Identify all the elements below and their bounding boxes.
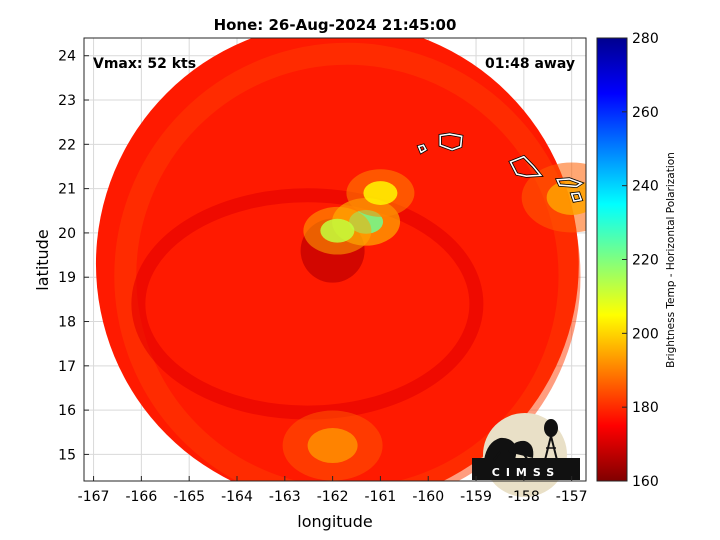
feature-core [320,218,355,243]
x-tick-label: -163 [269,489,301,505]
x-tick-label: -166 [125,489,157,505]
x-tick-label: -161 [365,489,397,505]
coastline-niihau [417,144,427,154]
x-tick-label: -167 [78,489,110,505]
coastline-lanai [570,192,583,202]
colorbar-ticks: 160 180 200 220 240 260 280 [622,31,659,490]
colorbar-tick-label: 160 [632,474,659,490]
y-axis-label: latitude [33,229,52,290]
y-tick-label: 20 [58,226,76,242]
colorbar-tick-label: 280 [632,31,659,47]
x-tick-label: -162 [317,489,349,505]
colorbar-label: Brightness Temp - Horizontal Polarizatio… [665,152,677,368]
y-tick-label: 17 [58,359,76,375]
x-tick-label: -159 [460,489,492,505]
feature-core [307,428,358,464]
y-tick-label: 23 [58,93,76,109]
cimss-logo-text: CIMSS [492,466,560,479]
colorbar-tick-label: 200 [632,326,659,342]
y-tick-label: 15 [58,447,76,463]
coastlines [416,132,585,203]
x-tick-label: -158 [508,489,540,505]
feature-core [546,179,586,215]
colorbar-tick-label: 240 [632,179,659,195]
colorbar-tick-label: 260 [632,105,659,121]
y-tick-label: 18 [58,315,76,331]
vmax-label: Vmax: 52 kts [93,56,196,72]
feature-core [363,181,398,205]
x-axis: -167 -166 -165 -164 -163 -162 -161 -160 -159 -158… [78,476,588,505]
chart-title: Hone: 26-Aug-2024 21:45:00 [214,16,457,34]
y-tick-label: 16 [58,403,76,419]
coastline-kauai [439,133,463,151]
x-tick-label: -160 [412,489,444,505]
plot-frame [83,37,587,482]
x-tick-label: -164 [221,489,253,505]
spiral-band [131,188,484,420]
outer-band [114,42,581,481]
time-away-label: 01:48 away [485,56,575,72]
y-tick-label: 24 [58,49,76,65]
x-tick-label: -165 [173,489,205,505]
coastline-molokai [556,178,583,188]
y-tick-label: 22 [58,137,76,153]
y-axis: 15 16 17 18 19 20 21 22 23 24 [58,49,89,463]
coastline-oahu [509,155,543,178]
x-axis-label: longitude [297,512,372,531]
y-tick-label: 19 [58,270,76,286]
y-tick-label: 21 [58,182,76,198]
colorbar-tick-label: 180 [632,400,659,416]
x-tick-label: -157 [556,489,588,505]
colorbar-tick-label: 220 [632,253,659,269]
cimss-logo: CIMSS [472,413,580,497]
